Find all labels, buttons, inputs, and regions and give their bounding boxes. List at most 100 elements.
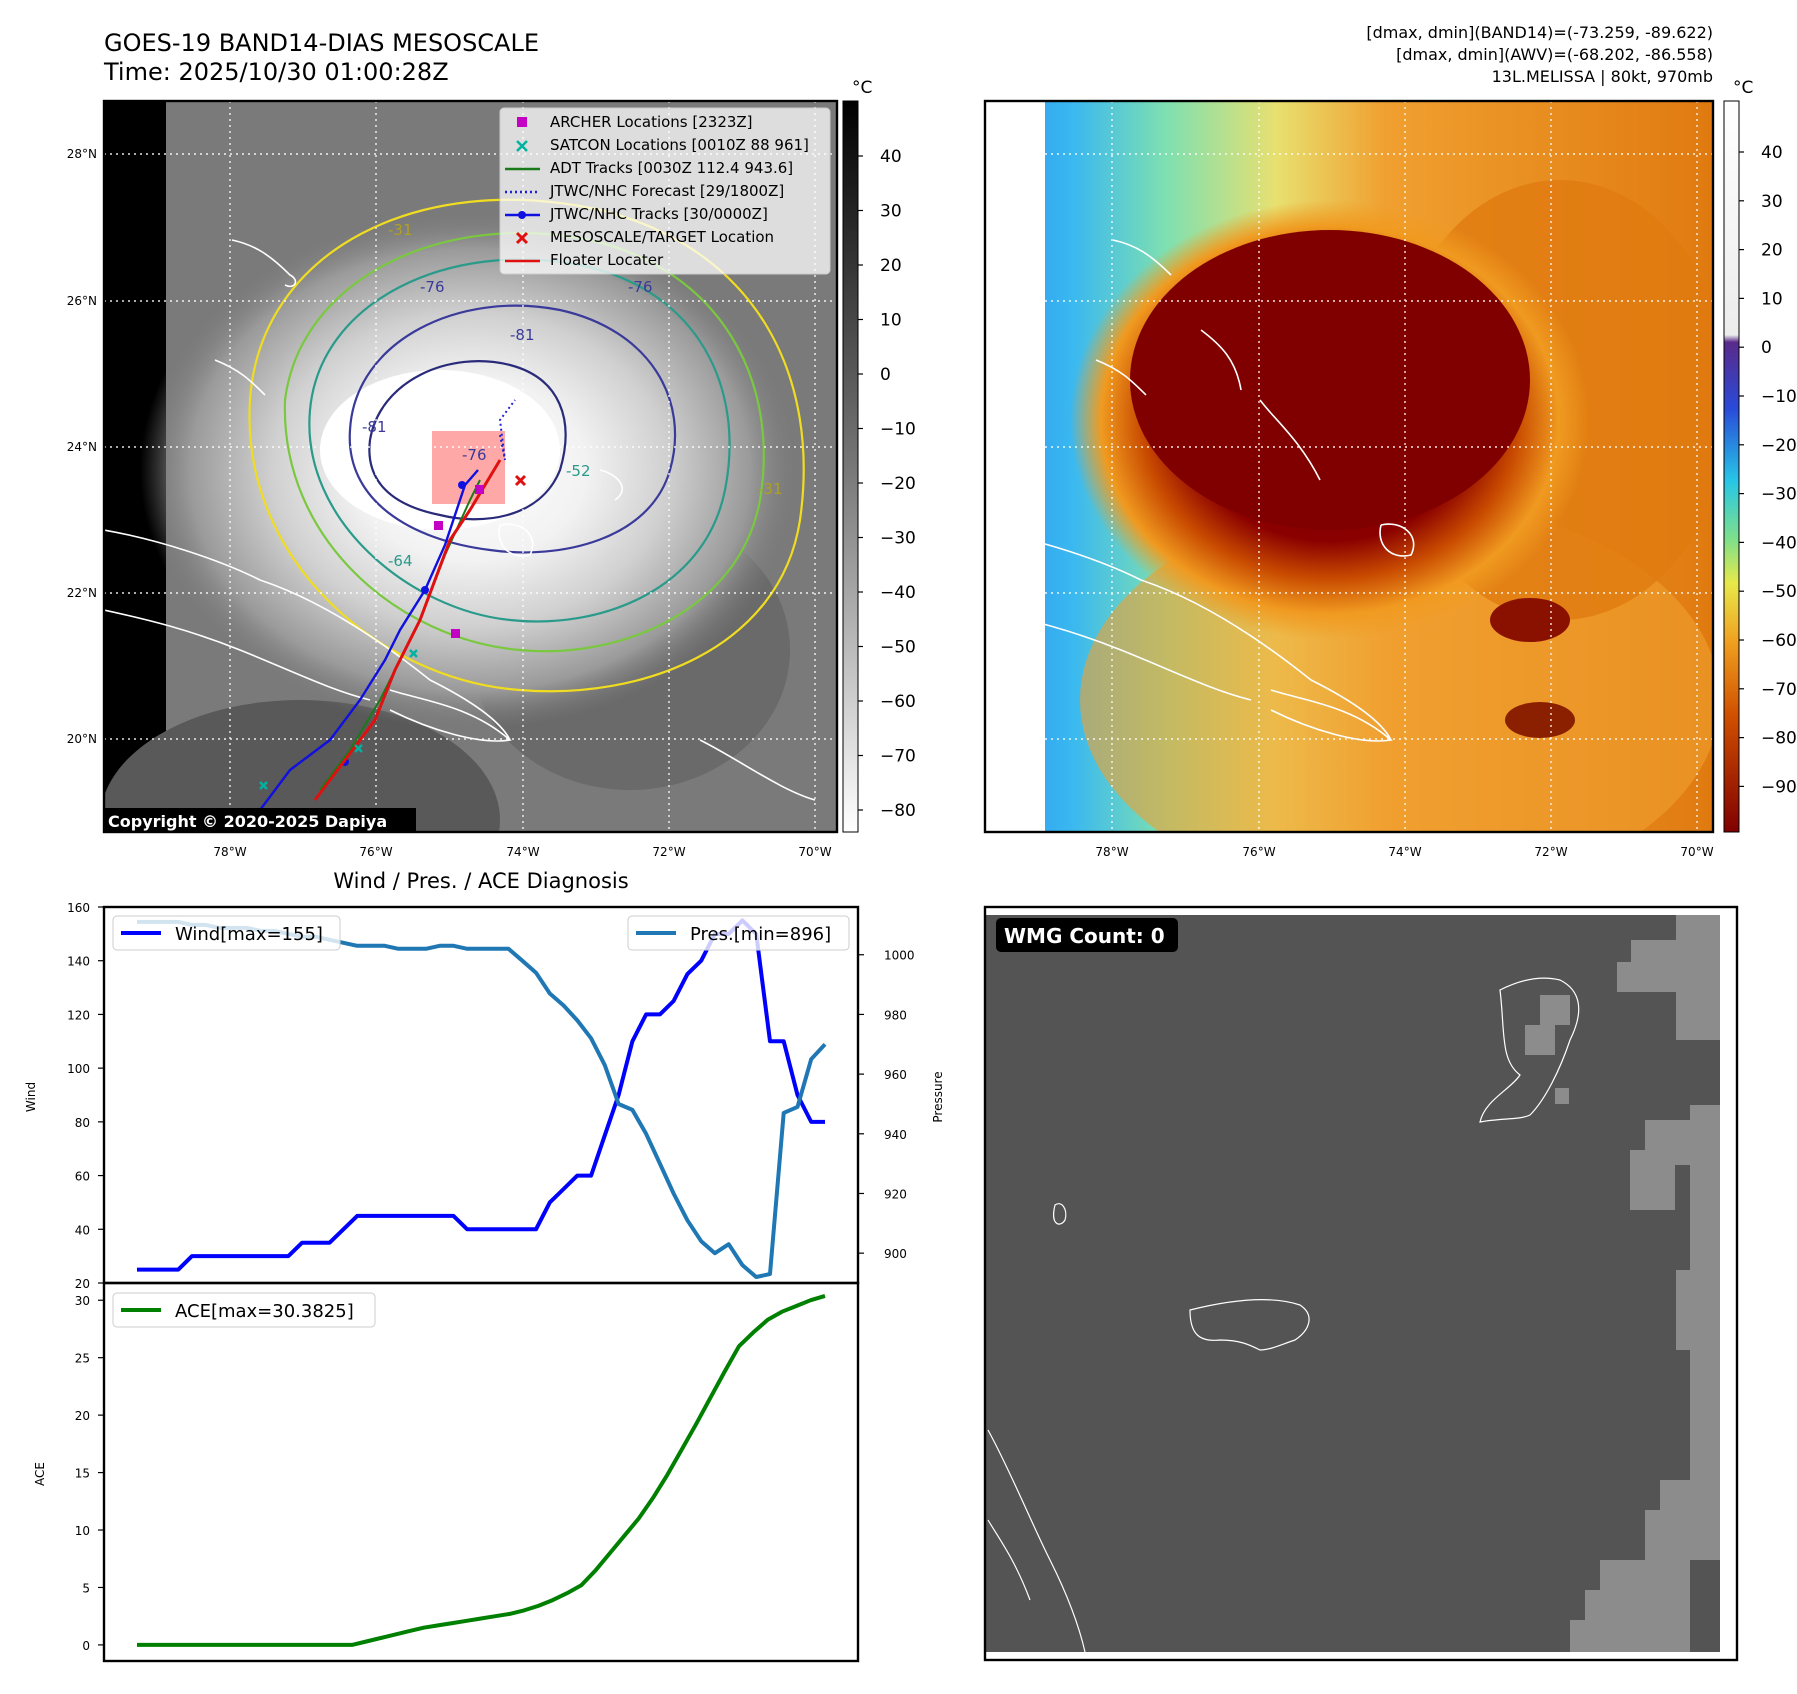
forecast-track	[498, 399, 516, 461]
figure-time: Time: 2025/10/30 01:00:28Z	[103, 58, 449, 86]
band14-map-frame	[102, 99, 839, 834]
archer-point	[475, 485, 484, 494]
target-legend-icon	[515, 231, 529, 245]
y-tick-label: 120	[67, 1008, 90, 1022]
wmg-map-frame	[983, 905, 1739, 1662]
coastlines	[104, 239, 816, 801]
legend-forecast: JTWC/NHC Forecast [29/1800Z]	[549, 182, 784, 200]
colorbar-tick-label: −10	[1761, 387, 1797, 407]
gray-colorbar: °C 40 30 20 10 0 −10 −20 −30 −40 −50 −60 −70 −80	[842, 78, 916, 833]
colorbar-tick-label: 20	[1761, 241, 1783, 261]
ace-chart: 0 5 10 15 20 25 30	[75, 1293, 826, 1653]
map-legend: ARCHER Locations [2323Z] SATCON Location…	[499, 107, 831, 275]
pressure-axis-label: Pressure	[931, 1071, 945, 1122]
y-tick-label: 960	[884, 1068, 907, 1082]
lat-label: 22°N	[67, 586, 97, 600]
y-tick-label: 20	[75, 1277, 90, 1291]
lon-label: 78°W	[1095, 845, 1128, 859]
y-tick-label: 1000	[884, 949, 915, 963]
y-tick-label: 900	[884, 1247, 907, 1261]
series-line-ace	[137, 1293, 826, 1647]
y-tick-label: 15	[75, 1467, 90, 1481]
archer-point	[451, 629, 460, 638]
y-tick-label: 40	[75, 1223, 90, 1237]
colorbar-tick-label: −30	[1761, 485, 1797, 505]
awv-colorbar-unit: °C	[1733, 78, 1753, 98]
colorbar-tick-label: 20	[880, 256, 902, 276]
colorbar-tick-label: 30	[880, 202, 902, 222]
y-tick-label: 60	[75, 1170, 90, 1184]
legend-archer: ARCHER Locations [2323Z]	[550, 113, 753, 131]
colorbar-tick-label: −10	[880, 420, 916, 440]
colorbar-tick-label: −70	[880, 747, 916, 767]
contour-label: -64	[388, 552, 413, 570]
y-tick-label: 5	[82, 1581, 90, 1595]
satcon-points	[259, 649, 418, 790]
y-tick-label: 20	[75, 1409, 90, 1423]
contour-label: -81	[510, 326, 535, 344]
track-point	[421, 586, 429, 594]
lon-label: 76°W	[359, 845, 392, 859]
colorbar-tick-label: 0	[1761, 338, 1772, 358]
wmg-warm-cells	[1525, 915, 1737, 1660]
y-tick-label: 980	[884, 1008, 907, 1022]
lon-label: 76°W	[1242, 845, 1275, 859]
y-tick-label: 80	[75, 1116, 90, 1130]
wmg-count-text: WMG Count: 0	[1004, 924, 1165, 948]
colorbar-tick-label: −20	[880, 474, 916, 494]
colorbar-tick-label: −30	[880, 529, 916, 549]
y-tick-label: 30	[75, 1294, 90, 1308]
wind-legend: Wind[max=155]	[112, 915, 341, 951]
lon-label: 70°W	[1680, 845, 1713, 859]
colorbar-tick-label: 40	[880, 147, 902, 167]
gray-colorbar-unit: °C	[852, 78, 872, 98]
colorbar-tick-label: −70	[1761, 680, 1797, 700]
legend-target: MESOSCALE/TARGET Location	[550, 228, 774, 246]
ace-legend-label: ACE[max=30.3825]	[175, 1301, 354, 1322]
lon-label: 78°W	[213, 845, 246, 859]
contour-label: -76	[462, 446, 487, 464]
y-tick-label: 10	[75, 1524, 90, 1538]
lon-label: 72°W	[1534, 845, 1567, 859]
colorbar-tick-label: −60	[1761, 631, 1797, 651]
colorbar-tick-label: 30	[1761, 192, 1783, 212]
y-tick-label: 100	[67, 1062, 90, 1076]
colorbar-tick-label: −40	[880, 583, 916, 603]
contour-label: -52	[566, 462, 591, 480]
lat-label: 20°N	[67, 732, 97, 746]
colorbar-tick-label: 10	[880, 311, 902, 331]
awv-map-frame	[983, 99, 1715, 834]
y-tick-label: 25	[75, 1352, 90, 1366]
colorbar-tick-label: 0	[880, 365, 891, 385]
pressure-legend-label: Pres.[min=896]	[690, 924, 831, 945]
colorbar-tick-label: −80	[880, 801, 916, 821]
ace-legend: ACE[max=30.3825]	[112, 1292, 376, 1328]
floater-track	[313, 459, 502, 801]
colorbar-tick-label: −90	[1761, 777, 1797, 797]
awv-map	[985, 101, 1713, 832]
nhc-track	[259, 469, 479, 811]
legend-floater: Floater Locater	[550, 251, 664, 269]
band14-stats: [dmax, dmin](BAND14)=(-73.259, -89.622)	[1366, 23, 1713, 42]
contour-label: -31	[388, 221, 413, 239]
storm-info: 13L.MELISSA | 80kt, 970mb	[1492, 67, 1713, 86]
colorbar-tick-label: −40	[1761, 533, 1797, 553]
wmg-count-badge: WMG Count: 0	[996, 918, 1178, 952]
lat-label: 24°N	[67, 440, 97, 454]
series-line-wind	[137, 918, 825, 1272]
floater-box	[432, 431, 505, 504]
target-marker	[514, 474, 527, 487]
awv-stats: [dmax, dmin](AWV)=(-68.202, -86.558)	[1396, 45, 1713, 64]
satcon-legend-icon	[516, 140, 528, 152]
wmg-map	[985, 907, 1737, 1660]
archer-point	[434, 521, 443, 530]
lon-label: 72°W	[652, 845, 685, 859]
y-tick-label: 140	[67, 955, 90, 969]
colorbar-tick-label: −50	[1761, 582, 1797, 602]
legend-satcon: SATCON Locations [0010Z 88 961]	[550, 136, 809, 154]
contour-label: -76	[420, 278, 445, 296]
y-tick-label: 160	[67, 901, 90, 915]
track-point	[458, 481, 466, 489]
colorbar-tick-label: −20	[1761, 436, 1797, 456]
